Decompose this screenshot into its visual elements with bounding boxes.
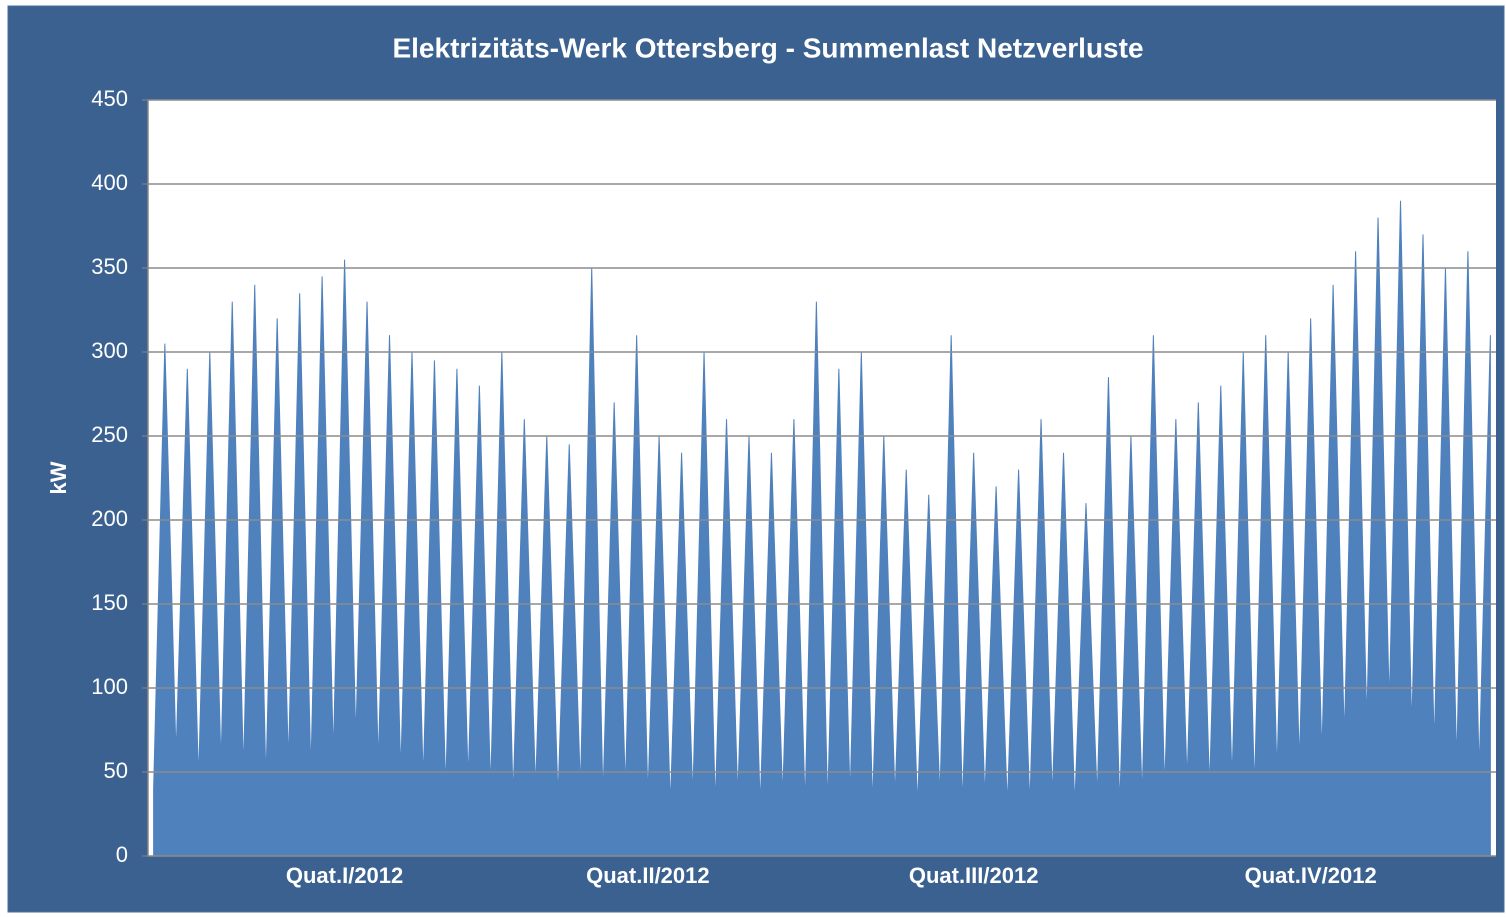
area (153, 200, 1491, 857)
chart-title: Elektrizitäts-Werk Ottersberg - Summenla… (392, 32, 1143, 63)
y-tick-label: 100 (91, 674, 128, 699)
x-tick-label: Quat.I/2012 (286, 863, 403, 888)
x-tick-label: Quat.IV/2012 (1245, 863, 1377, 888)
y-axis-label: kW (46, 461, 71, 494)
y-tick-label: 50 (104, 758, 128, 783)
y-tick-label: 200 (91, 506, 128, 531)
y-tick-label: 250 (91, 422, 128, 447)
y-tick-label: 400 (91, 170, 128, 195)
y-tick-label: 350 (91, 254, 128, 279)
x-tick-label: Quat.III/2012 (909, 863, 1039, 888)
y-tick-label: 300 (91, 338, 128, 363)
y-tick-label: 150 (91, 590, 128, 615)
x-tick-label: Quat.II/2012 (586, 863, 710, 888)
y-tick-label: 0 (116, 842, 128, 867)
y-tick-label: 450 (91, 86, 128, 111)
